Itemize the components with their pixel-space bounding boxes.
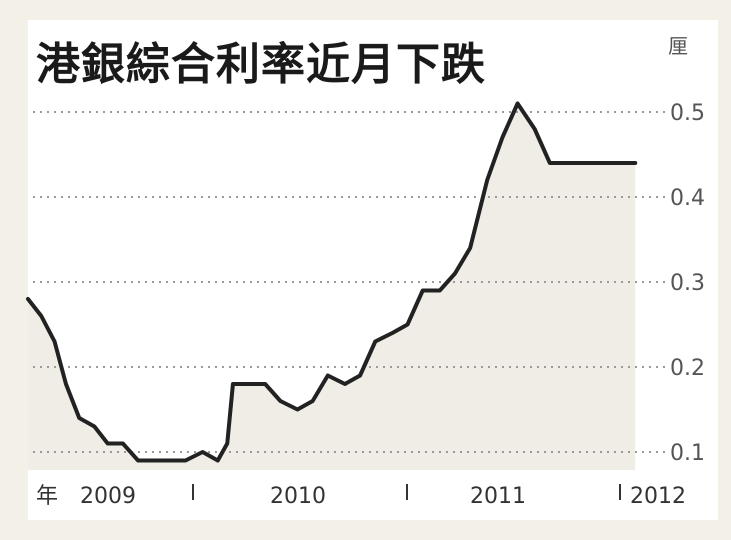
x-tick-label: 2009	[80, 484, 136, 509]
x-tick-label: 2010	[270, 484, 326, 509]
y-tick-label: 0.2	[670, 356, 705, 381]
chart-title: 港銀綜合利率近月下跌	[36, 39, 486, 90]
y-unit-label: 厘	[668, 34, 688, 58]
y-tick-label: 0.1	[670, 441, 705, 466]
x-tick-label: 2011	[470, 484, 526, 509]
area-fill	[28, 103, 636, 470]
series-line	[26, 101, 638, 463]
y-tick-label: 0.4	[670, 186, 705, 211]
x-tick-label: 2012	[630, 484, 686, 509]
y-tick-label: 0.3	[670, 271, 705, 296]
y-tick-label: 0.5	[670, 101, 705, 126]
x-axis-prefix: 年	[36, 484, 58, 509]
